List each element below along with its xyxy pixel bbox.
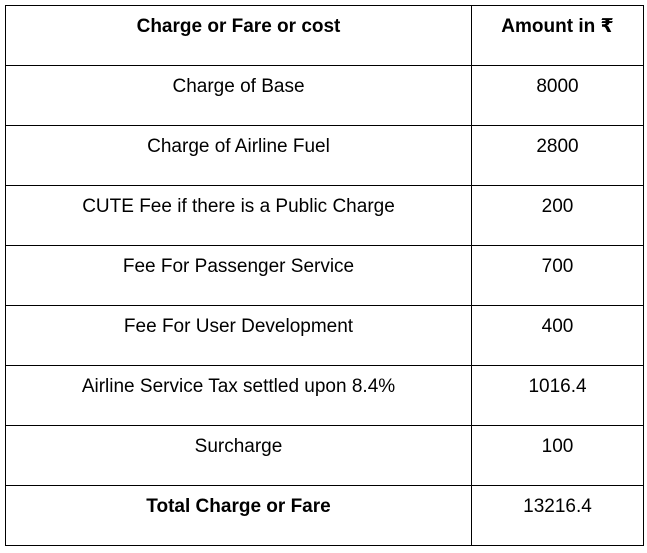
table-row: Surcharge 100 — [5, 425, 644, 486]
header-amount-cell: Amount in ₹ — [471, 5, 644, 66]
charge-cell: Surcharge — [5, 425, 472, 486]
charge-label: Charge of Base — [172, 76, 305, 97]
charge-label: Airline Service Tax settled upon 8.4% — [81, 376, 396, 397]
header-charge-cell: Charge or Fare or cost — [5, 5, 472, 66]
amount-value: 200 — [541, 196, 574, 217]
table-row: Airline Service Tax settled upon 8.4% 10… — [5, 365, 644, 426]
table-row: Charge of Base 8000 — [5, 65, 644, 126]
fare-table: Charge or Fare or cost Amount in ₹ Charg… — [5, 5, 644, 546]
charge-cell: Airline Service Tax settled upon 8.4% — [5, 365, 472, 426]
charge-label: Surcharge — [194, 436, 283, 457]
table-row: Fee For User Development 400 — [5, 305, 644, 366]
total-charge-cell: Total Charge or Fare — [5, 485, 472, 546]
amount-cell: 400 — [471, 305, 644, 366]
charge-label: CUTE Fee if there is a Public Charge — [82, 196, 395, 217]
amount-value: 2800 — [536, 136, 579, 157]
amount-value: 100 — [541, 436, 574, 457]
table-row: CUTE Fee if there is a Public Charge 200 — [5, 185, 644, 246]
amount-cell: 700 — [471, 245, 644, 306]
charge-label: Charge of Airline Fuel — [147, 136, 330, 157]
header-charge: Charge or Fare or cost — [136, 16, 341, 37]
charge-cell: Charge of Airline Fuel — [5, 125, 472, 186]
total-charge-label: Total Charge or Fare — [146, 496, 331, 517]
charge-cell: Fee For User Development — [5, 305, 472, 366]
charge-label: Fee For Passenger Service — [122, 256, 355, 277]
total-amount-cell: 13216.4 — [471, 485, 644, 546]
charge-label: Fee For User Development — [123, 316, 354, 337]
charge-cell: CUTE Fee if there is a Public Charge — [5, 185, 472, 246]
amount-cell: 2800 — [471, 125, 644, 186]
amount-cell: 200 — [471, 185, 644, 246]
amount-value: 700 — [541, 256, 574, 277]
total-amount-value: 13216.4 — [523, 496, 592, 517]
total-row: Total Charge or Fare 13216.4 — [5, 485, 644, 546]
amount-cell: 1016.4 — [471, 365, 644, 426]
amount-cell: 100 — [471, 425, 644, 486]
amount-value: 1016.4 — [528, 376, 587, 397]
charge-cell: Charge of Base — [5, 65, 472, 126]
amount-value: 8000 — [536, 76, 579, 97]
header-amount: Amount in ₹ — [501, 16, 614, 37]
amount-cell: 8000 — [471, 65, 644, 126]
table-row: Charge of Airline Fuel 2800 — [5, 125, 644, 186]
amount-value: 400 — [541, 316, 574, 337]
charge-cell: Fee For Passenger Service — [5, 245, 472, 306]
table-row: Fee For Passenger Service 700 — [5, 245, 644, 306]
table-header-row: Charge or Fare or cost Amount in ₹ — [5, 5, 644, 66]
